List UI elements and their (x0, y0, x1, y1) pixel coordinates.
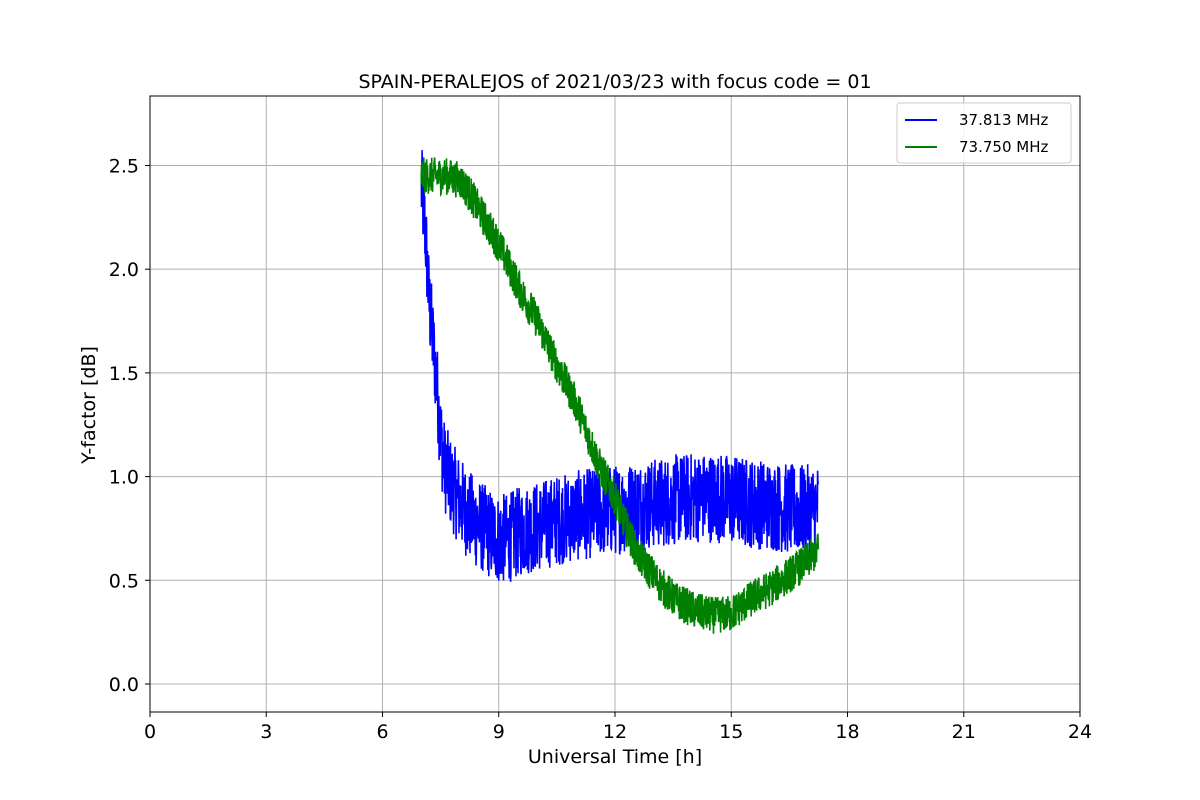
series-lines (420, 150, 820, 634)
x-tick-label: 18 (835, 721, 859, 743)
y-tick-label: 1.5 (109, 363, 139, 385)
x-axis-ticks: 0 3 6 9 12 15 18 21 24 (144, 712, 1092, 743)
x-tick-label: 9 (493, 721, 505, 743)
x-tick-label: 21 (952, 721, 976, 743)
x-tick-label: 0 (144, 721, 156, 743)
y-tick-label: 2.0 (109, 259, 139, 281)
y-tick-label: 0.5 (109, 570, 139, 592)
x-axis-label: Universal Time [h] (528, 746, 702, 768)
x-tick-label: 6 (376, 721, 388, 743)
chart-title: SPAIN-PERALEJOS of 2021/03/23 with focus… (358, 71, 871, 93)
x-tick-label: 12 (603, 721, 627, 743)
x-tick-label: 15 (719, 721, 743, 743)
y-axis-label: Y-factor [dB] (78, 346, 100, 465)
y-tick-label: 2.5 (109, 155, 139, 177)
y-tick-label: 0.0 (109, 674, 139, 696)
legend-label: 37.813 MHz (959, 111, 1048, 129)
y-tick-label: 1.0 (109, 467, 139, 489)
y-axis-ticks: 0.0 0.5 1.0 1.5 2.0 2.5 (109, 155, 150, 696)
x-tick-label: 24 (1068, 721, 1092, 743)
x-tick-label: 3 (260, 721, 272, 743)
legend-box (896, 102, 1072, 164)
legend: 37.813 MHz 73.750 MHz (896, 102, 1072, 164)
series-line-2 (420, 157, 820, 634)
series-line-1 (420, 150, 820, 582)
legend-label: 73.750 MHz (959, 138, 1048, 156)
